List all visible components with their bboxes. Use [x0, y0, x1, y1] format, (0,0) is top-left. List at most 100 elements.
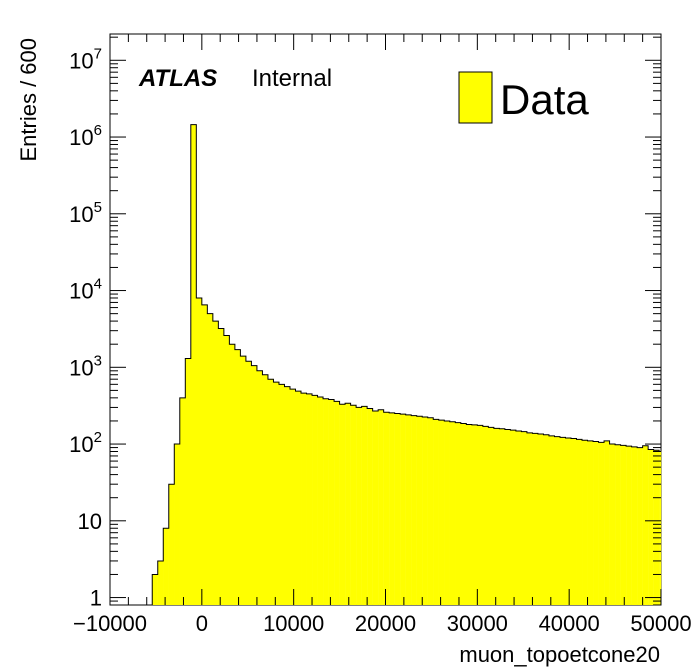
histogram-bin — [400, 414, 406, 605]
histogram-bin — [593, 441, 599, 605]
histogram-bin — [411, 415, 417, 605]
histogram-bin — [482, 426, 489, 605]
y-tick-label: 1 — [90, 586, 102, 611]
histogram-bin — [499, 428, 506, 605]
axis-ticks — [109, 34, 662, 606]
histogram-bin — [212, 321, 219, 605]
histogram-bin — [521, 431, 528, 605]
histogram-bin — [526, 432, 533, 605]
histogram-bin — [361, 406, 368, 605]
histogram-bin — [240, 356, 247, 605]
histogram-bin — [218, 328, 225, 605]
histogram-bin — [394, 413, 401, 605]
histogram-bin — [637, 447, 643, 605]
histogram-bin — [416, 416, 423, 605]
histogram-bin — [223, 335, 230, 605]
histogram-bin — [168, 484, 175, 605]
histogram-bin — [267, 379, 274, 605]
histogram-bin — [532, 433, 539, 605]
histogram-bin — [449, 421, 456, 605]
histogram-bin — [278, 384, 285, 605]
y-tick-label: 107 — [69, 45, 102, 73]
y-tick-label: 102 — [69, 429, 102, 457]
histogram-bin — [273, 382, 280, 605]
histogram-bin — [174, 444, 180, 605]
histogram-bin — [433, 419, 439, 605]
histogram-bin — [582, 440, 588, 605]
x-tick-label: 10000 — [263, 611, 324, 636]
histogram-bin — [405, 414, 412, 605]
histogram-bin — [471, 424, 478, 605]
histogram-bin — [356, 407, 362, 605]
histogram-bins — [151, 124, 662, 606]
histogram-bin — [284, 386, 291, 605]
histogram-bin — [378, 409, 384, 605]
histogram-bin — [245, 361, 252, 605]
histogram-bin — [543, 434, 550, 605]
histogram-bin — [383, 412, 390, 605]
histogram-bin — [328, 399, 335, 605]
x-tick-label: 40000 — [539, 611, 600, 636]
legend-swatch — [458, 71, 493, 124]
histogram-bin — [251, 365, 258, 605]
histogram-bin — [256, 370, 263, 605]
x-axis-title: muon_topoetcone20 — [459, 642, 660, 667]
y-tick-label: 106 — [69, 122, 102, 150]
histogram-bin — [615, 444, 621, 605]
x-tick-labels: −10000 0 10000 20000 30000 40000 50000 — [73, 611, 692, 636]
histogram-bin — [301, 393, 307, 605]
histogram-bin — [427, 417, 434, 605]
legend-entry-data: Data — [500, 76, 589, 123]
histogram-bin — [339, 404, 346, 605]
histogram-bin — [196, 297, 203, 605]
histogram-bin — [438, 420, 445, 605]
histogram-bin — [234, 349, 241, 605]
histogram-bin — [455, 422, 461, 605]
histogram-bin — [565, 437, 572, 605]
histogram-bin — [537, 434, 544, 605]
histogram-bin — [372, 410, 379, 605]
y-tick-label: 10 — [78, 509, 102, 534]
histogram-bin — [179, 397, 186, 605]
histogram-bin — [289, 389, 296, 605]
histogram-bin — [460, 423, 467, 605]
histogram-bin — [190, 124, 197, 606]
histogram-bin — [262, 374, 269, 605]
histogram-bin — [163, 528, 169, 605]
histogram-bin — [631, 446, 638, 605]
y-tick-label: 105 — [69, 199, 102, 227]
histogram-bin — [350, 405, 357, 605]
histogram-bin — [515, 430, 522, 605]
atlas-label: ATLAS — [138, 65, 217, 92]
x-tick-label: 50000 — [630, 611, 691, 636]
histogram-bin — [576, 439, 583, 605]
histogram-bin — [648, 449, 654, 605]
histogram-bin — [207, 313, 214, 605]
histogram-bin — [493, 428, 500, 605]
histogram-bin — [312, 395, 318, 605]
histogram-bin — [317, 397, 324, 605]
histogram-bin — [477, 425, 484, 605]
histogram-bin — [598, 442, 605, 605]
x-tick-label: 30000 — [447, 611, 508, 636]
histogram-bin — [345, 403, 351, 605]
histogram-bin — [367, 408, 373, 605]
histogram-bin — [185, 358, 192, 605]
histogram-bin — [229, 344, 236, 605]
histogram-bin — [389, 412, 395, 605]
histogram-bin — [295, 391, 302, 605]
y-axis-title: Entries / 600 — [16, 38, 41, 162]
histogram-bin — [466, 424, 473, 605]
histogram-bin — [152, 574, 158, 605]
histogram-outline — [151, 124, 661, 605]
histogram-bin — [620, 445, 627, 605]
histogram-bin — [571, 438, 577, 605]
histogram-bin — [559, 437, 566, 605]
histogram-bin — [626, 446, 632, 605]
histogram-bin — [642, 445, 649, 605]
y-tick-label: 104 — [69, 276, 102, 304]
histogram-bin — [422, 417, 428, 605]
histogram-bin — [609, 444, 616, 605]
histogram-bin — [157, 560, 164, 605]
histogram-bin — [554, 436, 561, 605]
